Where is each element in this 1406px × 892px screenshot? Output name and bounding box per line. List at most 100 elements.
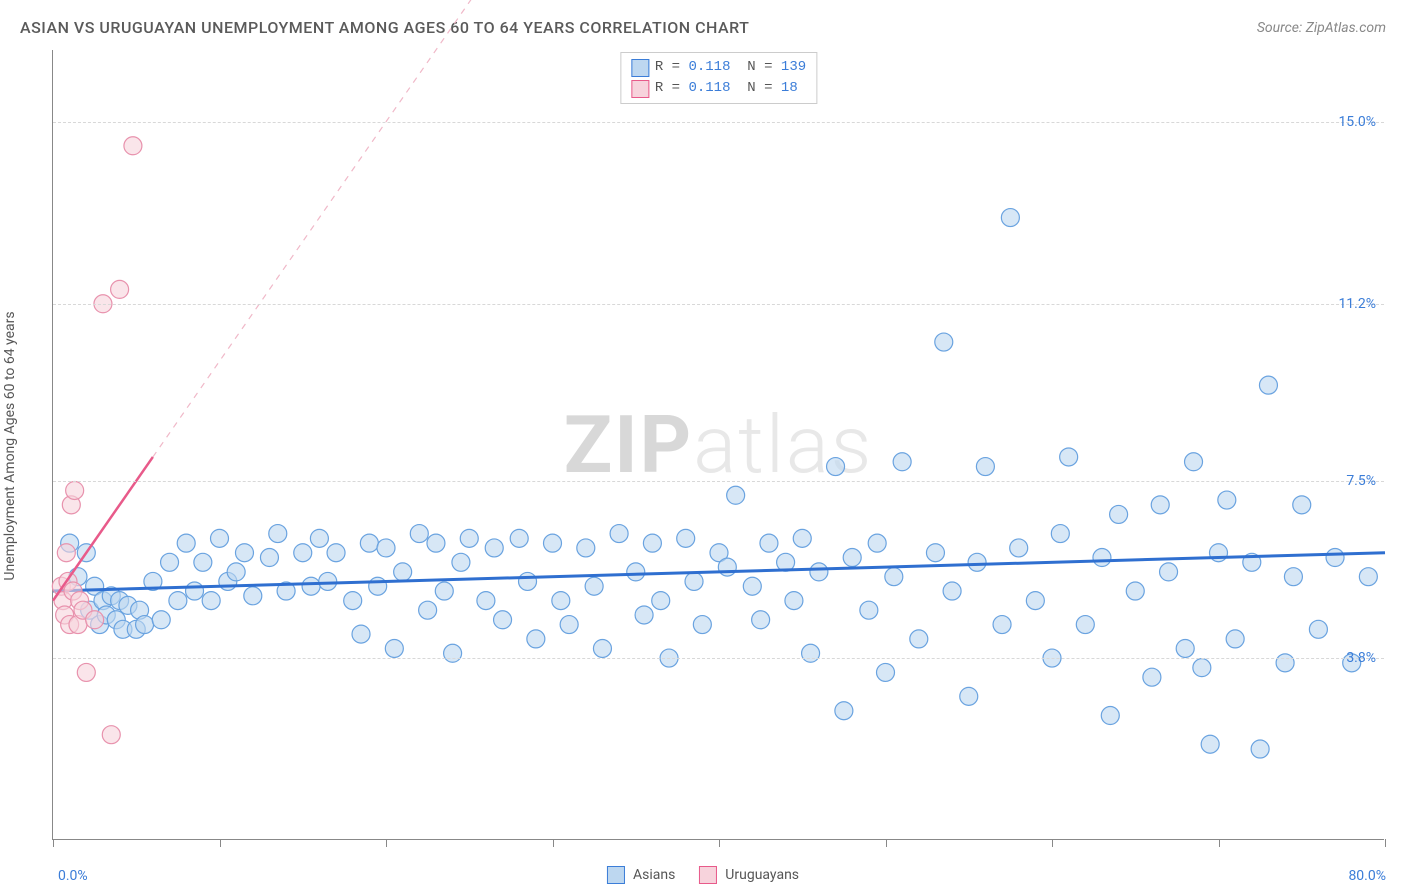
scatter-point <box>77 663 95 681</box>
scatter-point <box>993 616 1011 634</box>
scatter-point <box>743 577 761 595</box>
x-axis-max-label: 80.0% <box>1348 868 1386 884</box>
scatter-point <box>460 529 478 547</box>
legend-stats-row-asians: R = 0.118 N = 139 <box>631 57 806 78</box>
scatter-point <box>810 563 828 581</box>
scatter-point <box>227 563 245 581</box>
scatter-point <box>685 572 703 590</box>
scatter-point <box>1293 496 1311 514</box>
scatter-point <box>693 616 711 634</box>
scatter-point <box>1193 659 1211 677</box>
stat-R-asians: 0.118 <box>688 59 730 75</box>
scatter-point <box>527 630 545 648</box>
scatter-point <box>1076 616 1094 634</box>
scatter-point <box>302 577 320 595</box>
scatter-point <box>269 525 287 543</box>
y-tick-label: 3.8% <box>1346 650 1376 666</box>
x-tick <box>220 839 221 847</box>
scatter-point <box>577 539 595 557</box>
legend-stats: R = 0.118 N = 139 R = 0.118 N = 18 <box>620 52 817 104</box>
scatter-point <box>860 601 878 619</box>
grid-line <box>53 481 1384 482</box>
scatter-point <box>152 611 170 629</box>
scatter-point <box>1026 592 1044 610</box>
scatter-point <box>169 592 187 610</box>
scatter-point <box>1151 496 1169 514</box>
scatter-point <box>427 534 445 552</box>
scatter-point <box>519 572 537 590</box>
legend-label-uruguayans: Uruguayans <box>725 867 799 883</box>
scatter-point <box>1309 620 1327 638</box>
scatter-point <box>976 458 994 476</box>
scatter-point <box>1001 209 1019 227</box>
x-tick <box>553 839 554 847</box>
scatter-point <box>1226 630 1244 648</box>
x-tick <box>53 839 54 847</box>
scatter-point <box>635 606 653 624</box>
stat-N-uruguayans: 18 <box>781 80 798 96</box>
scatter-point <box>435 582 453 600</box>
scatter-point <box>968 553 986 571</box>
legend-stats-row-uruguayans: R = 0.118 N = 18 <box>631 78 806 99</box>
source-attribution: Source: ZipAtlas.com <box>1257 20 1386 36</box>
scatter-point <box>877 663 895 681</box>
scatter-point <box>885 568 903 586</box>
scatter-point <box>1143 668 1161 686</box>
scatter-point <box>610 525 628 543</box>
scatter-point <box>452 553 470 571</box>
scatter-point <box>260 549 278 567</box>
scatter-point <box>419 601 437 619</box>
scatter-point <box>202 592 220 610</box>
scatter-point <box>294 544 312 562</box>
grid-line <box>53 304 1384 305</box>
y-tick-label: 11.2% <box>1338 296 1376 312</box>
scatter-point <box>935 333 953 351</box>
scatter-point <box>377 539 395 557</box>
scatter-point <box>910 630 928 648</box>
scatter-point <box>1010 539 1028 557</box>
scatter-point <box>235 544 253 562</box>
swatch-blue-icon <box>631 59 649 77</box>
scatter-point <box>510 529 528 547</box>
scatter-point <box>494 611 512 629</box>
scatter-point <box>444 644 462 662</box>
x-tick <box>1385 839 1386 847</box>
stat-R-uruguayans: 0.118 <box>688 80 730 96</box>
scatter-point <box>327 544 345 562</box>
y-tick-label: 7.5% <box>1346 473 1376 489</box>
swatch-blue-icon <box>607 866 625 884</box>
scatter-point <box>960 687 978 705</box>
scatter-point <box>360 534 378 552</box>
scatter-point <box>785 592 803 610</box>
scatter-point <box>544 534 562 552</box>
scatter-point <box>244 587 262 605</box>
scatter-point <box>652 592 670 610</box>
scatter-point <box>835 702 853 720</box>
x-axis-min-label: 0.0% <box>58 868 88 884</box>
grid-line <box>53 122 1384 123</box>
scatter-point <box>926 544 944 562</box>
y-axis-label: Unemployment Among Ages 60 to 64 years <box>2 311 18 580</box>
scatter-point <box>727 486 745 504</box>
scatter-point <box>394 563 412 581</box>
legend-label-asians: Asians <box>633 867 675 883</box>
scatter-point <box>893 453 911 471</box>
scatter-point <box>369 577 387 595</box>
scatter-point <box>352 625 370 643</box>
scatter-point <box>410 525 428 543</box>
scatter-point <box>1160 563 1178 581</box>
scatter-point <box>1176 639 1194 657</box>
scatter-point <box>1276 654 1294 672</box>
scatter-point <box>310 529 328 547</box>
scatter-point <box>385 639 403 657</box>
scatter-point <box>186 582 204 600</box>
scatter-point <box>1251 740 1269 758</box>
x-tick <box>1052 839 1053 847</box>
scatter-point <box>1185 453 1203 471</box>
x-tick <box>886 839 887 847</box>
scatter-point <box>802 644 820 662</box>
chart-title: ASIAN VS URUGUAYAN UNEMPLOYMENT AMONG AG… <box>20 18 749 37</box>
scatter-point <box>86 611 104 629</box>
scatter-point <box>136 616 154 634</box>
scatter-point <box>1093 549 1111 567</box>
